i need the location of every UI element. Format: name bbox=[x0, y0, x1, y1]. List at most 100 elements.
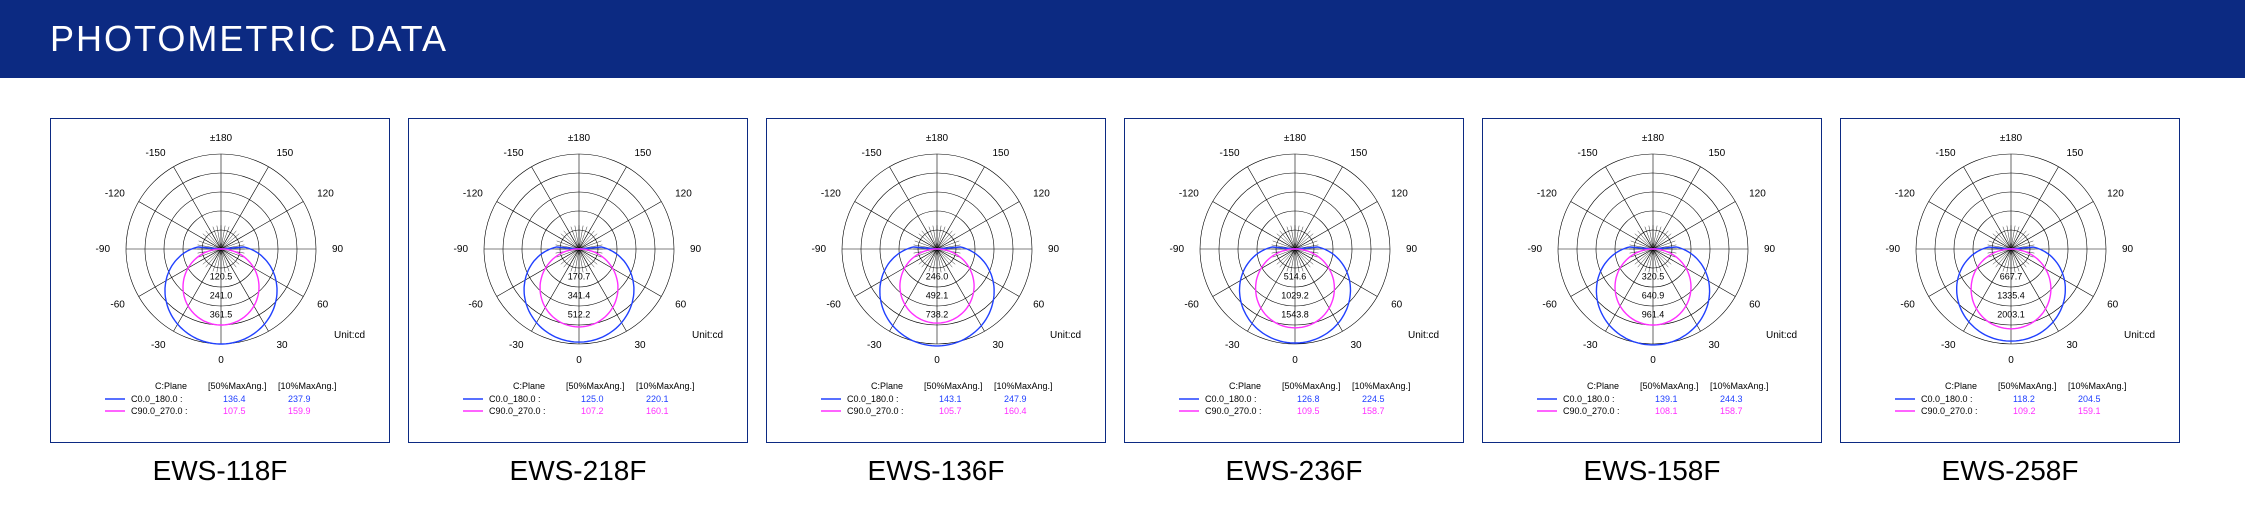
svg-text:120: 120 bbox=[675, 189, 692, 200]
svg-text:-90: -90 bbox=[454, 244, 469, 255]
svg-text:150: 150 bbox=[635, 148, 652, 159]
svg-text:30: 30 bbox=[2067, 340, 2079, 351]
svg-text:224.5: 224.5 bbox=[1362, 394, 1385, 404]
svg-text:-90: -90 bbox=[1528, 244, 1543, 255]
svg-text:-120: -120 bbox=[1179, 189, 1199, 200]
svg-text:0: 0 bbox=[2008, 355, 2014, 366]
svg-text:90: 90 bbox=[2122, 244, 2134, 255]
svg-text:C90.0_270.0 :: C90.0_270.0 : bbox=[131, 406, 188, 416]
svg-text:341.4: 341.4 bbox=[568, 291, 591, 301]
svg-text:139.1: 139.1 bbox=[1655, 394, 1678, 404]
svg-text:-60: -60 bbox=[826, 300, 841, 311]
svg-text:-120: -120 bbox=[1895, 189, 1915, 200]
svg-text:90: 90 bbox=[690, 244, 702, 255]
svg-text:-30: -30 bbox=[867, 340, 882, 351]
svg-text:30: 30 bbox=[1709, 340, 1721, 351]
svg-text:150: 150 bbox=[1709, 148, 1726, 159]
svg-text:170.7: 170.7 bbox=[568, 272, 591, 282]
svg-text:[50%MaxAng.]: [50%MaxAng.] bbox=[208, 381, 267, 391]
svg-text:158.7: 158.7 bbox=[1362, 406, 1385, 416]
svg-text:-90: -90 bbox=[1886, 244, 1901, 255]
svg-text:-60: -60 bbox=[110, 300, 125, 311]
svg-text:C:Plane: C:Plane bbox=[513, 381, 545, 391]
svg-text:640.9: 640.9 bbox=[1642, 291, 1665, 301]
svg-text:160.1: 160.1 bbox=[646, 406, 669, 416]
svg-text:667.7: 667.7 bbox=[2000, 272, 2023, 282]
svg-text:-30: -30 bbox=[1225, 340, 1240, 351]
svg-text:-120: -120 bbox=[463, 189, 483, 200]
svg-text:-150: -150 bbox=[1219, 148, 1239, 159]
svg-text:246.0: 246.0 bbox=[926, 272, 949, 282]
svg-text:30: 30 bbox=[277, 340, 289, 351]
svg-text:-30: -30 bbox=[1941, 340, 1956, 351]
chart-wrapper: ±180-150-120-90-60-300306090120150246.04… bbox=[766, 118, 1106, 487]
svg-text:150: 150 bbox=[1351, 148, 1368, 159]
svg-text:60: 60 bbox=[675, 300, 687, 311]
svg-text:C0.0_180.0 :: C0.0_180.0 : bbox=[1563, 394, 1615, 404]
svg-text:150: 150 bbox=[2067, 148, 2084, 159]
svg-text:C:Plane: C:Plane bbox=[871, 381, 903, 391]
polar-chart-card: ±180-150-120-90-60-300306090120150120.52… bbox=[50, 118, 390, 443]
svg-text:0: 0 bbox=[218, 355, 224, 366]
svg-text:-60: -60 bbox=[1542, 300, 1557, 311]
svg-text:220.1: 220.1 bbox=[646, 394, 669, 404]
polar-chart-card: ±180-150-120-90-60-300306090120150320.56… bbox=[1482, 118, 1822, 443]
svg-text:2003.1: 2003.1 bbox=[1997, 310, 2025, 320]
svg-text:320.5: 320.5 bbox=[1642, 272, 1665, 282]
svg-text:0: 0 bbox=[1292, 355, 1298, 366]
svg-text:120: 120 bbox=[1749, 189, 1766, 200]
chart-model-label: EWS-218F bbox=[408, 455, 748, 487]
svg-text:C:Plane: C:Plane bbox=[1945, 381, 1977, 391]
svg-text:120: 120 bbox=[1033, 189, 1050, 200]
svg-text:C90.0_270.0 :: C90.0_270.0 : bbox=[1921, 406, 1978, 416]
svg-text:[10%MaxAng.]: [10%MaxAng.] bbox=[2068, 381, 2127, 391]
svg-text:0: 0 bbox=[1650, 355, 1656, 366]
svg-text:Unit:cd: Unit:cd bbox=[1408, 330, 1439, 341]
svg-text:136.4: 136.4 bbox=[223, 394, 246, 404]
chart-model-label: EWS-136F bbox=[766, 455, 1106, 487]
svg-text:90: 90 bbox=[1048, 244, 1060, 255]
svg-text:[50%MaxAng.]: [50%MaxAng.] bbox=[924, 381, 983, 391]
chart-wrapper: ±180-150-120-90-60-300306090120150667.71… bbox=[1840, 118, 2180, 487]
svg-text:±180: ±180 bbox=[2000, 133, 2023, 144]
chart-model-label: EWS-158F bbox=[1482, 455, 1822, 487]
svg-text:30: 30 bbox=[1351, 340, 1363, 351]
svg-text:241.0: 241.0 bbox=[210, 291, 233, 301]
svg-text:-150: -150 bbox=[145, 148, 165, 159]
svg-text:60: 60 bbox=[1391, 300, 1403, 311]
svg-text:120: 120 bbox=[2107, 189, 2124, 200]
svg-text:159.9: 159.9 bbox=[288, 406, 311, 416]
svg-text:109.2: 109.2 bbox=[2013, 406, 2036, 416]
svg-text:Unit:cd: Unit:cd bbox=[334, 330, 365, 341]
svg-text:0: 0 bbox=[934, 355, 940, 366]
svg-text:125.0: 125.0 bbox=[581, 394, 604, 404]
svg-text:961.4: 961.4 bbox=[1642, 310, 1665, 320]
svg-text:C:Plane: C:Plane bbox=[155, 381, 187, 391]
svg-text:[50%MaxAng.]: [50%MaxAng.] bbox=[1282, 381, 1341, 391]
svg-text:C:Plane: C:Plane bbox=[1229, 381, 1261, 391]
svg-text:361.5: 361.5 bbox=[210, 310, 233, 320]
svg-text:143.1: 143.1 bbox=[939, 394, 962, 404]
svg-text:120: 120 bbox=[317, 189, 334, 200]
svg-text:±180: ±180 bbox=[1642, 133, 1665, 144]
svg-text:108.1: 108.1 bbox=[1655, 406, 1678, 416]
svg-text:204.5: 204.5 bbox=[2078, 394, 2101, 404]
svg-text:C0.0_180.0 :: C0.0_180.0 : bbox=[131, 394, 183, 404]
svg-text:C90.0_270.0 :: C90.0_270.0 : bbox=[847, 406, 904, 416]
svg-text:120.5: 120.5 bbox=[210, 272, 233, 282]
svg-text:-90: -90 bbox=[1170, 244, 1185, 255]
svg-text:244.3: 244.3 bbox=[1720, 394, 1743, 404]
svg-text:90: 90 bbox=[1764, 244, 1776, 255]
svg-text:[50%MaxAng.]: [50%MaxAng.] bbox=[566, 381, 625, 391]
chart-wrapper: ±180-150-120-90-60-300306090120150514.61… bbox=[1124, 118, 1464, 487]
svg-text:±180: ±180 bbox=[926, 133, 949, 144]
chart-wrapper: ±180-150-120-90-60-300306090120150320.56… bbox=[1482, 118, 1822, 487]
svg-text:[50%MaxAng.]: [50%MaxAng.] bbox=[1640, 381, 1699, 391]
polar-chart-card: ±180-150-120-90-60-300306090120150667.71… bbox=[1840, 118, 2180, 443]
svg-text:160.4: 160.4 bbox=[1004, 406, 1027, 416]
svg-text:C90.0_270.0 :: C90.0_270.0 : bbox=[489, 406, 546, 416]
svg-text:107.2: 107.2 bbox=[581, 406, 604, 416]
svg-text:Unit:cd: Unit:cd bbox=[692, 330, 723, 341]
svg-text:150: 150 bbox=[277, 148, 294, 159]
svg-text:Unit:cd: Unit:cd bbox=[1050, 330, 1081, 341]
